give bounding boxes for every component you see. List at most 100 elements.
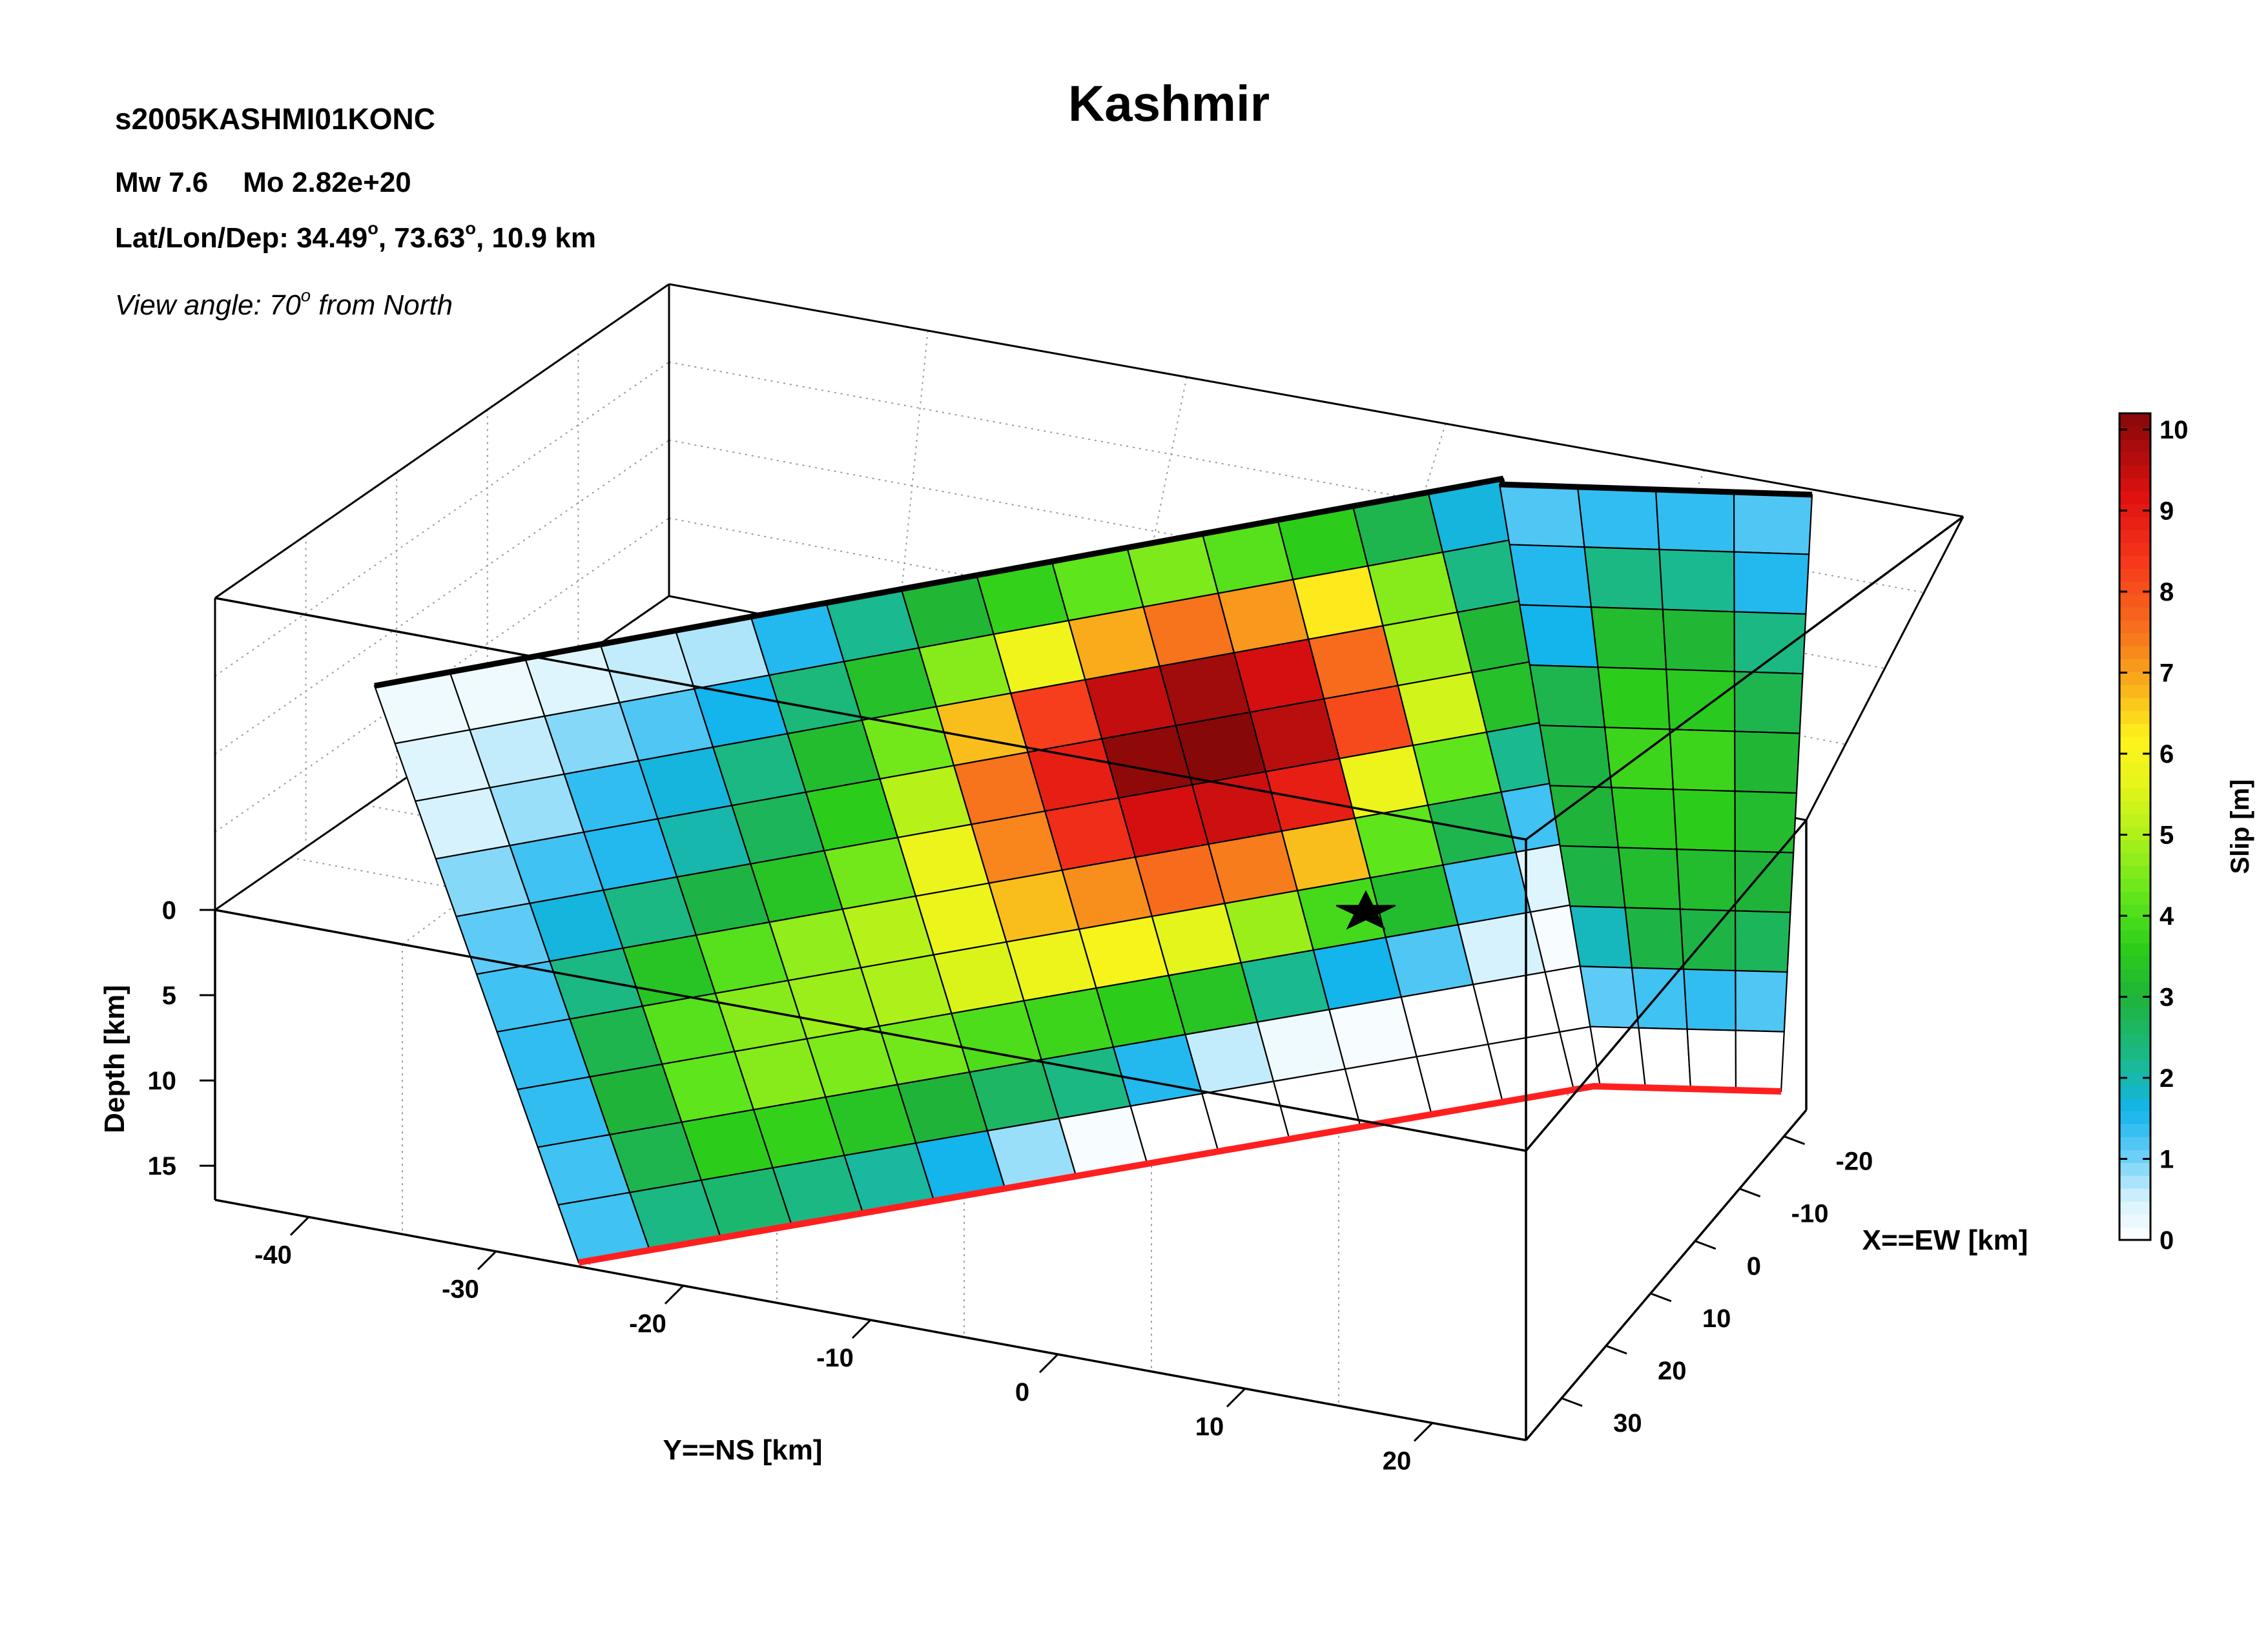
colorbar-tick-label: 0 <box>2160 1226 2174 1255</box>
ns-tick <box>664 1284 685 1305</box>
colorbar-swatch <box>2119 659 2150 672</box>
colorbar-swatch <box>2119 736 2150 750</box>
ns-tick <box>289 1216 310 1236</box>
colorbar-swatch <box>2119 1033 2150 1047</box>
slip-patch <box>1658 548 1735 613</box>
slip-patch <box>1579 965 1640 1029</box>
colorbar-swatch <box>2119 1201 2150 1215</box>
ns-tick-label: -10 <box>816 1344 854 1372</box>
ew-tick <box>1784 1135 1806 1145</box>
slip-patch <box>1665 668 1736 732</box>
ns-tick <box>477 1250 497 1270</box>
slip-patch <box>1733 491 1813 555</box>
slip-patch <box>1576 486 1660 551</box>
ew-tick-label: 0 <box>1747 1252 1761 1281</box>
colorbar-tick-label: 9 <box>2160 497 2174 526</box>
chart-title: Kashmir <box>1067 75 1270 132</box>
colorbar-swatch <box>2119 594 2150 608</box>
surface-trace <box>1499 481 1813 498</box>
grid-line <box>214 439 670 755</box>
ns-tick <box>1038 1354 1059 1374</box>
ew-tick <box>1650 1292 1672 1303</box>
ew-tick <box>1695 1240 1716 1250</box>
colorbar-tick-label: 8 <box>2160 578 2174 606</box>
location-depth: , 10.9 km <box>476 222 596 254</box>
colorbar-swatch <box>2119 1162 2150 1176</box>
slip-patch <box>1672 789 1736 852</box>
colorbar-swatch <box>2119 1175 2150 1189</box>
colorbar-swatch <box>2119 840 2150 853</box>
colorbar-swatch <box>2119 891 2150 905</box>
colorbar-tick-label: 2 <box>2160 1064 2174 1093</box>
colorbar-swatch <box>2119 426 2150 440</box>
depth-axis-label: Depth [km] <box>99 985 130 1133</box>
colorbar-swatch <box>2119 723 2150 737</box>
colorbar-swatch <box>2119 491 2150 504</box>
box-edge <box>1525 819 1808 1152</box>
slip-patch <box>1597 666 1671 730</box>
slip-patch <box>1669 728 1736 792</box>
colorbar-swatch <box>2119 672 2150 685</box>
colorbar-swatch <box>2119 685 2150 698</box>
colorbar-swatch <box>2119 749 2150 763</box>
colorbar-swatch <box>2119 439 2150 453</box>
colorbar-swatch <box>2119 1098 2150 1111</box>
slip-patch <box>1735 1029 1785 1093</box>
colorbar-label: Slip [m] <box>2226 779 2254 874</box>
grid-line <box>214 361 670 677</box>
ns-tick-label: 20 <box>1383 1447 1412 1475</box>
box-edge <box>1805 516 1964 821</box>
slip-patch <box>1589 1026 1647 1089</box>
ew-tick-label: -10 <box>1791 1200 1829 1228</box>
colorbar-swatch <box>2119 568 2150 582</box>
slip-patch <box>1735 910 1791 973</box>
magnitude-line: Mw 7.6 Mo 2.82e+20 <box>115 167 411 199</box>
ns-tick <box>851 1319 872 1339</box>
ew-tick <box>1739 1188 1761 1198</box>
colorbar-swatch <box>2119 1020 2150 1034</box>
ns-tick-label: -20 <box>629 1310 666 1338</box>
slip-patch <box>1529 664 1606 728</box>
box-edge <box>1525 515 1964 841</box>
box-edge <box>214 597 1527 841</box>
colorbar-swatch <box>2119 827 2150 840</box>
slip-patch <box>1549 785 1620 849</box>
colorbar-swatch <box>2119 775 2150 789</box>
colorbar-tick-label: 6 <box>2160 740 2174 768</box>
event-id: s2005KASHMI01KONC <box>115 102 435 136</box>
slip-patch <box>1559 845 1626 909</box>
slip-patch <box>1509 544 1593 608</box>
moment-magnitude: Mw 7.6 <box>115 167 209 198</box>
colorbar-swatch <box>2119 995 2150 1008</box>
ew-tick-label: -20 <box>1836 1148 1873 1176</box>
slip-patch <box>1734 730 1800 794</box>
ns-tick-label: -30 <box>442 1275 479 1304</box>
colorbar-swatch <box>2119 1214 2150 1228</box>
depth-tick-label: 0 <box>162 896 176 925</box>
slip-patches <box>373 475 1813 1266</box>
colorbar-swatch <box>2119 478 2150 491</box>
seismic-moment: Mo 2.82e+20 <box>243 167 411 198</box>
colorbar-swatch <box>2119 1046 2150 1060</box>
slip-patch <box>1472 971 1561 1046</box>
colorbar-swatch <box>2119 1111 2150 1124</box>
colorbar-tick-label: 10 <box>2160 416 2189 444</box>
colorbar: 0 1 2 3 4 5 6 7 8 9 10 <box>2118 412 2189 1255</box>
colorbar-swatch <box>2119 555 2150 569</box>
colorbar-swatch <box>2119 581 2150 595</box>
location-longitude: , 73.63 <box>378 222 466 254</box>
slip-patch <box>1733 551 1810 615</box>
colorbar-swatch <box>2119 413 2150 427</box>
colorbar-tick-label: 1 <box>2160 1146 2174 1174</box>
slip-patch <box>1583 546 1664 610</box>
colorbar-swatch <box>2119 542 2150 556</box>
colorbar-swatch <box>2119 1007 2150 1021</box>
slip-patch <box>1624 907 1685 970</box>
colorbar-swatch <box>2119 1085 2150 1098</box>
degree-mark: o <box>465 218 477 238</box>
location-latitude: Lat/Lon/Dep: 34.49 <box>115 222 368 254</box>
slip-patch <box>1569 905 1633 969</box>
colorbar-swatch <box>2119 917 2150 931</box>
